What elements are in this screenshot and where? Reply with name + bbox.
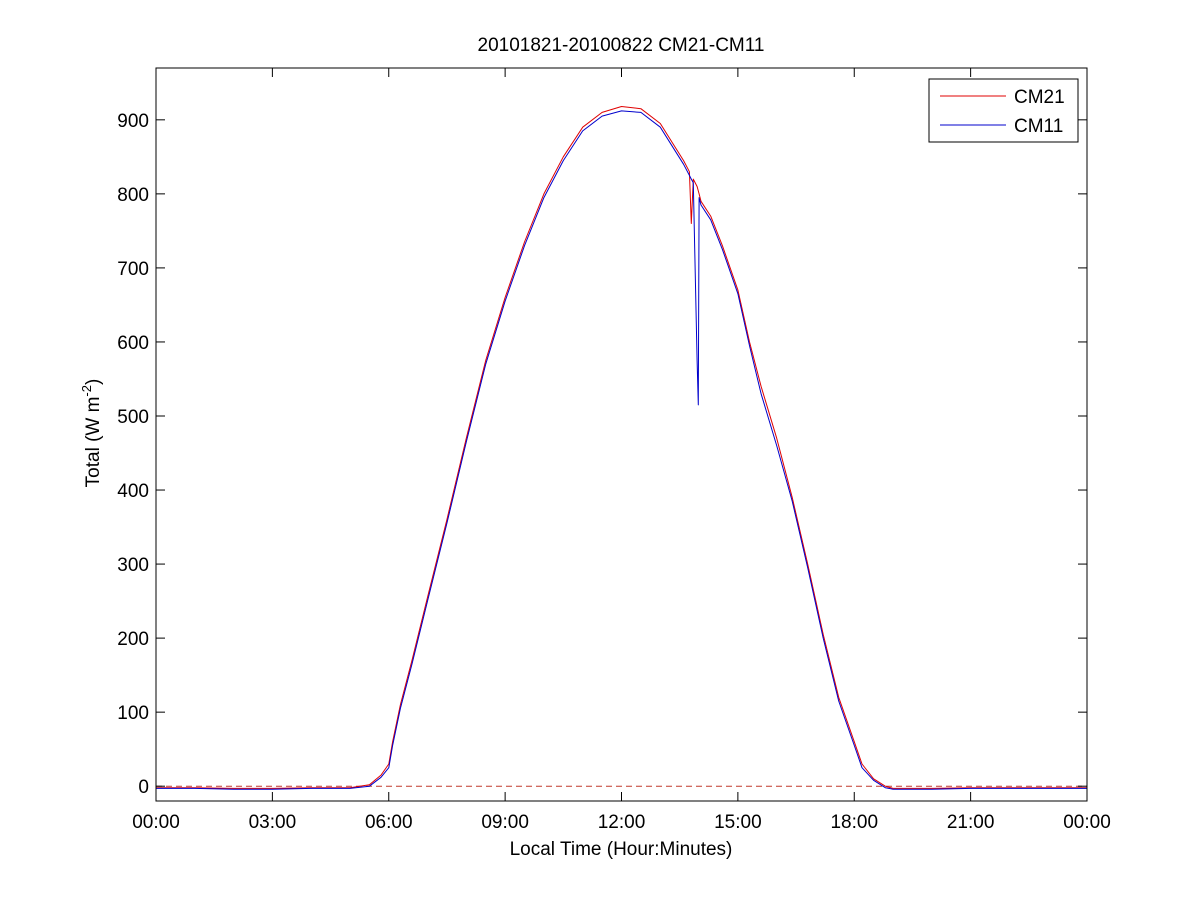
y-axis: 0 100 200 300 400 500 600 700 800 900 bbox=[117, 111, 1087, 798]
x-tick-label: 12:00 bbox=[598, 812, 646, 833]
y-tick-label: 600 bbox=[117, 333, 149, 354]
legend-label-cm11: CM11 bbox=[1014, 116, 1063, 137]
x-axis-label: Local Time (Hour:Minutes) bbox=[510, 839, 733, 860]
y-tick-label: 200 bbox=[117, 629, 149, 650]
series-line-cm11 bbox=[156, 110, 1087, 790]
y-tick-label: 100 bbox=[117, 703, 149, 724]
y-axis-label-suffix: ) bbox=[83, 379, 104, 385]
x-tick-label: 09:00 bbox=[481, 812, 529, 833]
series-line-cm21 bbox=[156, 106, 1087, 789]
y-tick-label: 700 bbox=[117, 259, 149, 280]
legend-box bbox=[928, 78, 1079, 143]
axes-frame bbox=[155, 67, 1088, 802]
y-axis-label-superscript: -2 bbox=[79, 385, 94, 397]
x-tick-label: 21:00 bbox=[947, 812, 995, 833]
y-tick-label: 300 bbox=[117, 555, 149, 576]
x-tick-label: 00:00 bbox=[1063, 812, 1111, 833]
y-tick-label: 900 bbox=[117, 111, 149, 132]
y-tick-label: 800 bbox=[117, 185, 149, 206]
y-tick-label: 0 bbox=[138, 777, 149, 798]
plot-area bbox=[156, 106, 1087, 790]
y-tick-label: 500 bbox=[117, 407, 149, 428]
y-tick-label: 400 bbox=[117, 481, 149, 502]
legend-label-cm21: CM21 bbox=[1014, 87, 1065, 108]
x-tick-label: 00:00 bbox=[132, 812, 180, 833]
y-axis-label: Total (W m-2) bbox=[79, 379, 104, 488]
x-axis: 00:00 03:00 06:00 09:00 12:00 15:00 18:00 21:00… bbox=[132, 68, 1111, 833]
y-axis-label-prefix: Total (W m bbox=[83, 397, 104, 488]
x-tick-label: 06:00 bbox=[365, 812, 413, 833]
x-tick-label: 03:00 bbox=[249, 812, 297, 833]
x-tick-label: 15:00 bbox=[714, 812, 762, 833]
chart-title: 20101821-20100822 CM21-CM11 bbox=[478, 35, 765, 56]
legend: CM21 CM11 bbox=[928, 78, 1079, 143]
x-tick-label: 18:00 bbox=[830, 812, 878, 833]
